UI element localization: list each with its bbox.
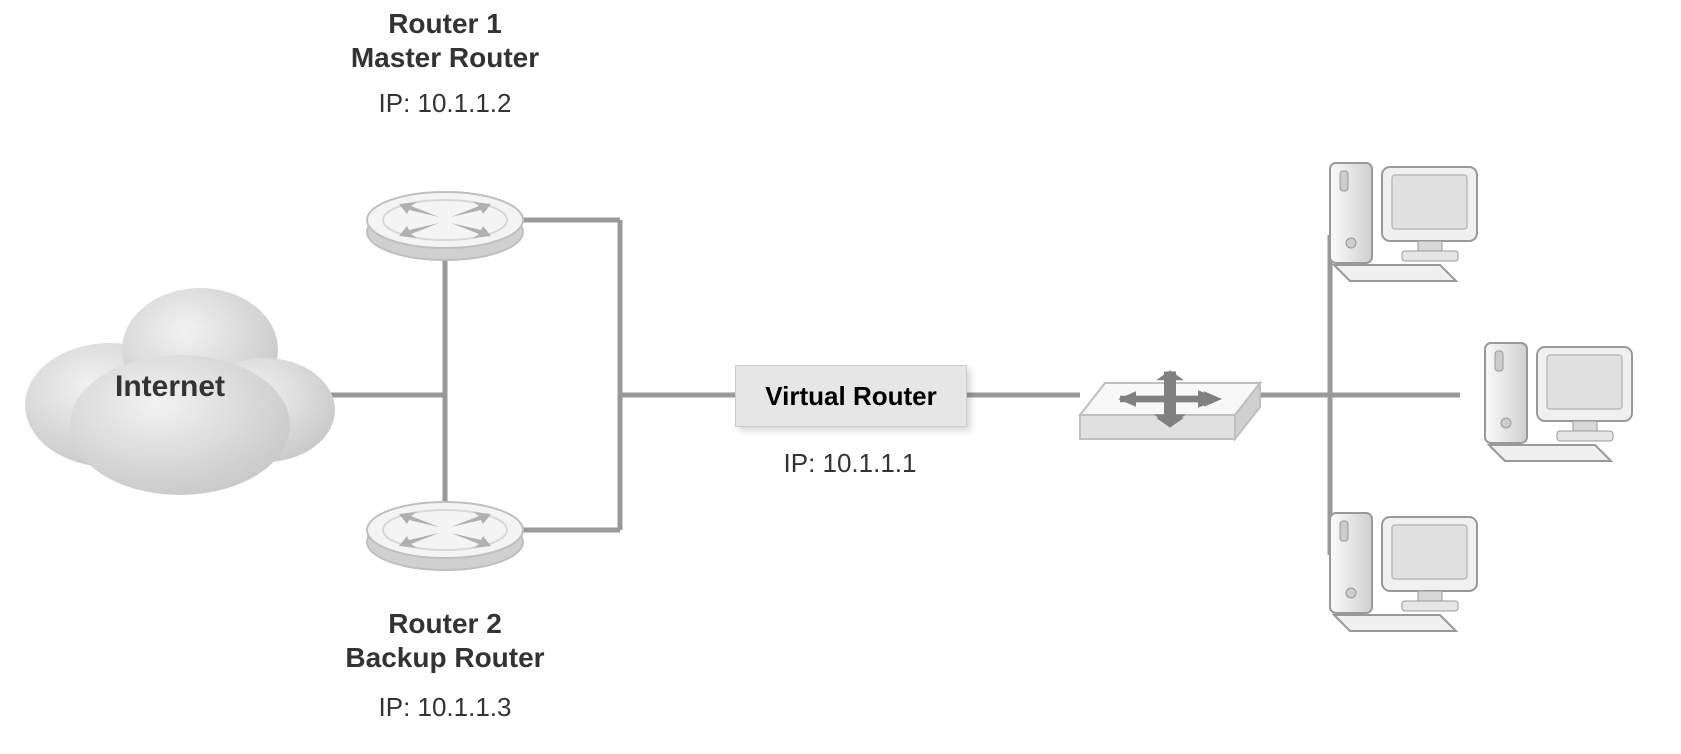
- router1-title-line1: Router 1: [325, 8, 565, 40]
- router1-ip: IP: 10.1.1.2: [325, 88, 565, 119]
- pc2-icon: [1485, 343, 1632, 461]
- switch-icon: [1080, 370, 1260, 439]
- pc1-icon: [1330, 163, 1477, 281]
- internet-label: Internet: [60, 370, 280, 404]
- router2-title-line2: Backup Router: [325, 642, 565, 674]
- virtual-router-label: Virtual Router: [765, 381, 936, 412]
- pc3-icon: [1330, 513, 1477, 631]
- virtual-router-box: Virtual Router: [735, 365, 967, 427]
- router1-title-line2: Master Router: [325, 42, 565, 74]
- network-diagram: Internet Router 1 Master Router IP: 10.1…: [0, 0, 1681, 754]
- virtual-router-ip: IP: 10.1.1.1: [735, 448, 965, 479]
- router2-title-line1: Router 2: [325, 608, 565, 640]
- router2-ip: IP: 10.1.1.3: [325, 692, 565, 723]
- router1-icon: [367, 192, 523, 260]
- router2-icon: [367, 502, 523, 570]
